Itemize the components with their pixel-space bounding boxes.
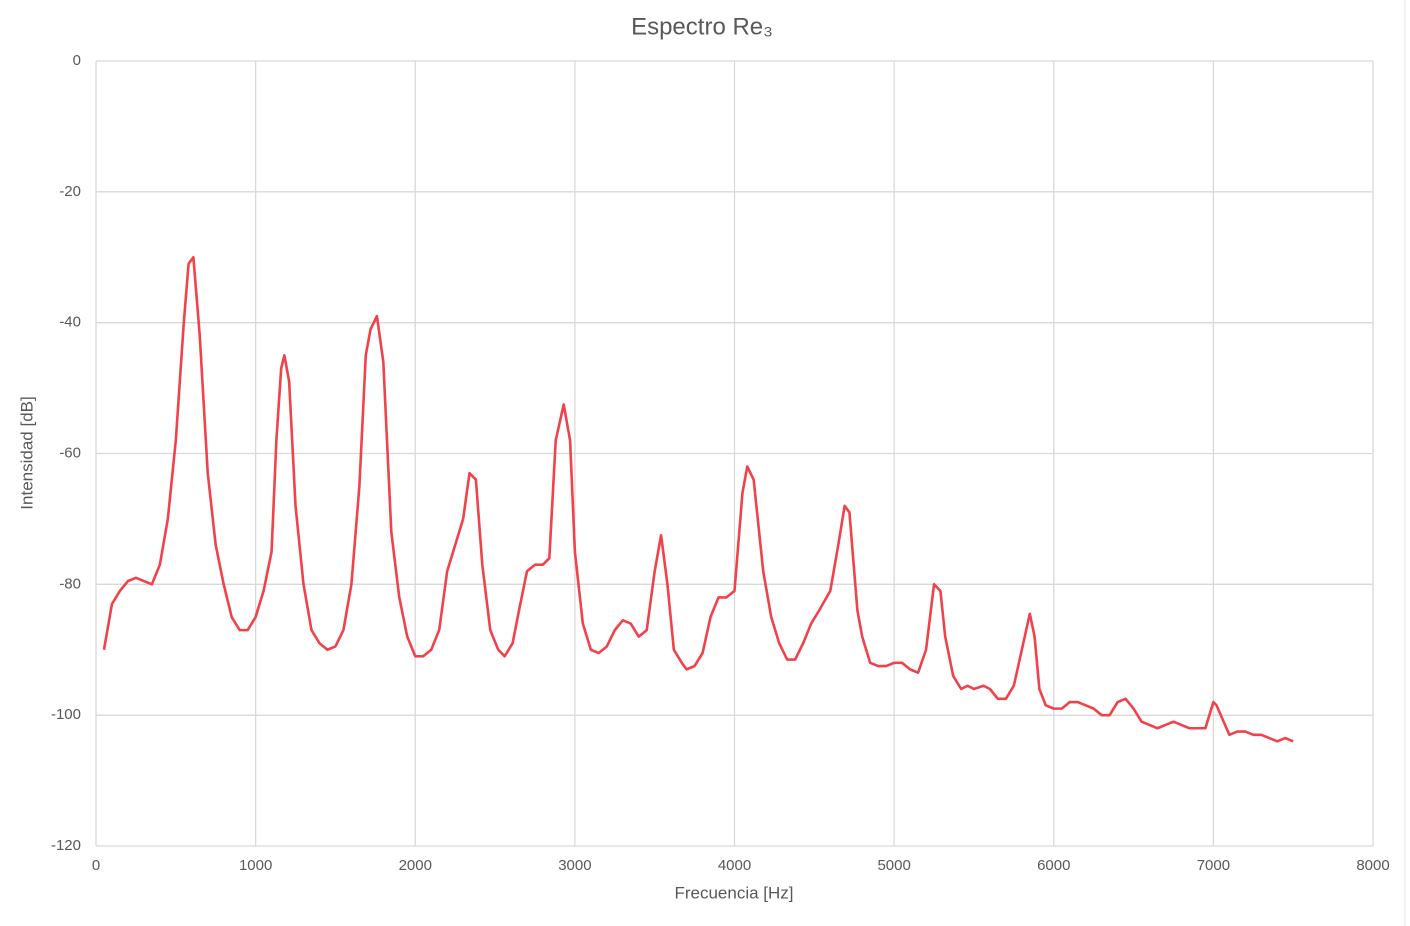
y-tick-label: -40 [59,314,81,331]
y-tick-label: -80 [59,575,81,592]
x-tick-label: 1000 [239,857,272,874]
x-tick-label: 0 [92,857,100,874]
x-tick-label: 8000 [1356,857,1389,874]
x-axis-label: Frecuencia [Hz] [674,883,793,902]
x-tick-label: 2000 [399,857,432,874]
y-tick-label: -120 [51,837,81,854]
y-tick-label: -100 [51,706,81,723]
y-tick-label: -20 [59,183,81,200]
x-tick-label: 6000 [1037,857,1070,874]
x-tick-label: 5000 [877,857,910,874]
y-tick-label: -60 [59,444,81,461]
x-tick-label: 7000 [1197,857,1230,874]
line-series [102,255,1294,743]
x-tick-label: 3000 [558,857,591,874]
chart-title: Espectro Re₃ [631,13,773,40]
y-axis-label: Intensidad [dB] [17,396,36,509]
y-tick-label: 0 [73,52,81,69]
x-tick-label: 4000 [718,857,751,874]
